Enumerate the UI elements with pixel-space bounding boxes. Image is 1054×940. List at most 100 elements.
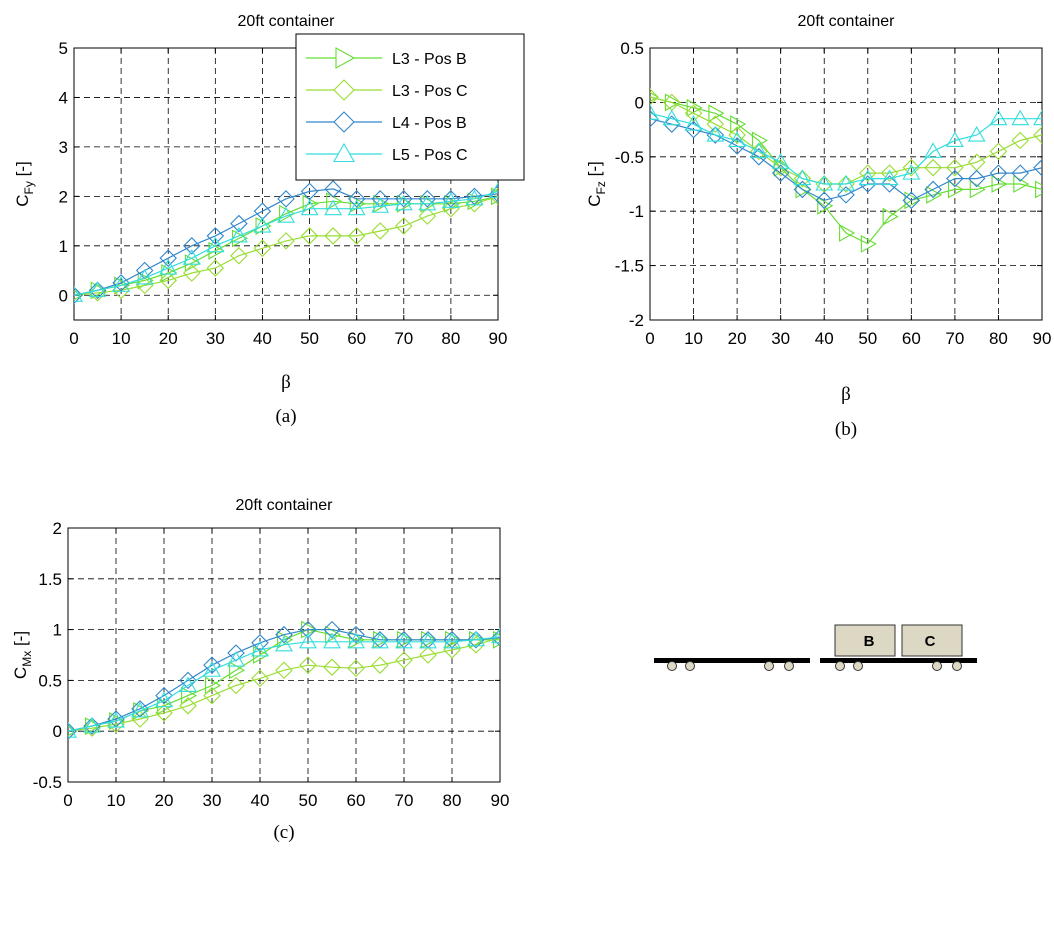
- data-point: [182, 249, 201, 265]
- data-point: [650, 91, 660, 103]
- data-point: [206, 236, 225, 253]
- data-point: [395, 632, 413, 649]
- data-point: [663, 115, 681, 133]
- data-point: [300, 199, 319, 216]
- y-label-unit: [-]: [585, 161, 604, 181]
- data-point: [1033, 158, 1042, 177]
- y-label-subscript: Fz: [594, 181, 608, 194]
- y-tick-label: 0: [59, 286, 68, 305]
- data-point: [395, 190, 413, 208]
- y-tick-label: -0.5: [33, 773, 62, 792]
- y-tick-label: 2: [53, 519, 62, 538]
- legend: L3 - Pos B L3 - Pos C L4 - Pos B L5 - Pos C: [295, 33, 525, 181]
- data-point: [299, 620, 317, 639]
- data-point: [441, 192, 460, 208]
- data-point: [491, 627, 500, 644]
- data-point: [159, 271, 177, 290]
- data-point: [253, 216, 272, 233]
- wheel-icon: [952, 661, 962, 671]
- x-tick-label: 70: [394, 329, 413, 348]
- wheel-icon: [835, 661, 845, 671]
- data-point: [277, 190, 295, 208]
- chart-panel-0: 0 10 20 30 40 50 60 70 80 90 0 1 2 3 4 5 20ft container β…: [13, 13, 525, 427]
- data-point: [442, 199, 460, 218]
- x-tick-label: 70: [945, 329, 964, 348]
- data-point: [227, 644, 245, 662]
- data-point: [253, 202, 272, 220]
- y-tick-label: -0.5: [615, 148, 644, 167]
- y-tick-label: 5: [59, 39, 68, 58]
- x-tick-label: 80: [441, 329, 460, 348]
- data-point: [255, 217, 272, 235]
- data-point: [419, 646, 437, 664]
- data-point: [728, 131, 747, 148]
- data-point: [418, 207, 437, 225]
- y-label-main: C: [13, 194, 32, 206]
- y-label-subscript: Fy: [22, 181, 36, 194]
- x-tick-label: 30: [206, 329, 225, 348]
- x-tick-label: 10: [112, 329, 131, 348]
- series-3: [650, 104, 1042, 191]
- x-tick-label: 0: [63, 791, 72, 810]
- data-point: [275, 661, 293, 680]
- chart-title: 20ft container: [798, 13, 896, 30]
- data-point: [371, 632, 389, 649]
- data-point: [467, 630, 485, 647]
- data-point: [275, 625, 293, 644]
- data-point: [300, 182, 319, 201]
- data-point: [1033, 109, 1042, 126]
- data-point: [967, 169, 986, 188]
- legend-marker: [333, 111, 355, 133]
- data-point: [443, 632, 461, 649]
- data-point: [419, 632, 437, 649]
- data-point: [251, 669, 269, 688]
- y-tick-label: 0.5: [620, 39, 644, 58]
- data-point: [68, 722, 77, 740]
- data-point: [112, 276, 131, 292]
- data-point: [489, 182, 498, 198]
- series-line: [68, 636, 500, 732]
- data-point: [88, 281, 107, 300]
- data-point: [251, 640, 269, 657]
- x-tick-label: 60: [902, 329, 921, 348]
- y-axis-label: CFy [-]: [13, 161, 36, 206]
- data-point: [989, 164, 1008, 182]
- x-tick-label: 10: [107, 791, 126, 810]
- data-point: [793, 169, 812, 188]
- data-point: [880, 175, 899, 193]
- data-point: [491, 187, 498, 206]
- data-point: [206, 227, 225, 245]
- data-point: [277, 232, 295, 250]
- data-point: [347, 199, 366, 216]
- chart-title: 20ft container: [238, 13, 336, 30]
- data-point: [277, 630, 294, 649]
- y-label-main: C: [11, 667, 30, 679]
- data-point: [203, 661, 221, 677]
- data-point: [395, 217, 413, 235]
- data-point: [650, 104, 659, 120]
- data-point: [83, 717, 101, 735]
- x-tick-label: 30: [771, 329, 790, 348]
- data-point: [183, 264, 201, 282]
- x-tick-label: 50: [858, 329, 877, 348]
- legend-entry: L5 - Pos C: [392, 147, 468, 164]
- data-point: [880, 169, 899, 186]
- legend-marker: [335, 47, 356, 69]
- data-point: [88, 284, 107, 302]
- data-point: [467, 630, 485, 649]
- data-point: [349, 194, 366, 213]
- chart-panel-1: 0 10 20 30 40 50 60 70 80 90 -2 -1.5 -1 -0.5 0 0.5 20ft …: [585, 13, 1051, 440]
- data-point: [301, 620, 318, 639]
- data-point: [371, 222, 389, 240]
- data-point: [817, 196, 834, 215]
- wagon-deck-right: [820, 658, 977, 663]
- data-point: [135, 268, 154, 285]
- data-point: [989, 142, 1008, 161]
- x-tick-label: 50: [300, 329, 319, 348]
- data-point: [68, 722, 77, 738]
- data-point: [203, 686, 221, 705]
- x-tick-label: 20: [728, 329, 747, 348]
- data-point: [323, 658, 341, 676]
- data-point: [989, 109, 1008, 126]
- data-point: [324, 199, 343, 216]
